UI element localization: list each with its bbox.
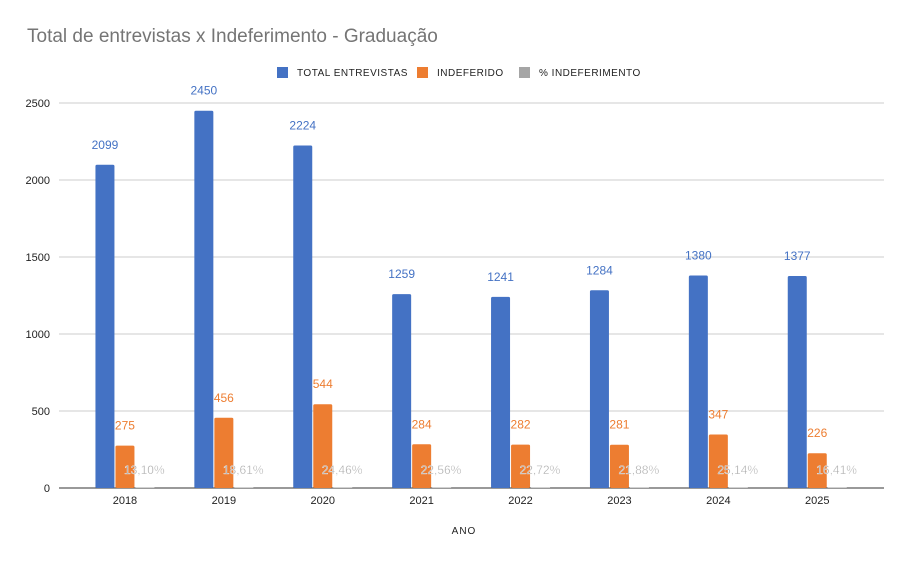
- bar-total: [787, 275, 807, 488]
- x-tick-label: 2021: [409, 495, 433, 507]
- data-label: 347: [708, 408, 728, 422]
- legend-swatch: [417, 67, 428, 78]
- data-label-percent: 25,14%: [717, 463, 758, 477]
- bar-indeferido: [115, 445, 135, 488]
- data-label: 282: [511, 418, 531, 432]
- bar-percent: [728, 487, 748, 488]
- bar-total: [95, 164, 115, 488]
- y-tick-label: 1500: [26, 252, 50, 264]
- data-label-percent: 24,46%: [322, 463, 363, 477]
- data-label: 284: [412, 417, 432, 431]
- legend-label: TOTAL ENTREVISTAS: [297, 68, 408, 79]
- data-label-percent: 22,72%: [520, 463, 561, 477]
- bar-total: [491, 296, 511, 488]
- x-axis-title: ANO: [452, 526, 477, 537]
- chart-title: Total de entrevistas x Indeferimento - G…: [27, 26, 438, 47]
- data-label: 1380: [685, 248, 712, 262]
- x-tick-label: 2022: [508, 495, 532, 507]
- data-label-percent: 22,56%: [421, 463, 462, 477]
- legend-swatch: [519, 67, 530, 78]
- data-label-percent: 21,88%: [618, 463, 659, 477]
- bar-indeferido: [807, 453, 827, 488]
- data-label: 2099: [92, 138, 119, 152]
- bar-percent: [629, 487, 649, 488]
- bar-total: [688, 275, 708, 488]
- bar-total: [293, 145, 313, 488]
- data-label: 281: [609, 418, 629, 432]
- bar-indeferido: [412, 444, 432, 488]
- data-label: 2224: [289, 119, 316, 133]
- bar-percent: [234, 487, 254, 488]
- data-label: 1284: [586, 263, 613, 277]
- data-label-percent: 16,41%: [816, 463, 857, 477]
- y-tick-label: 0: [44, 483, 50, 495]
- bar-total: [194, 110, 214, 488]
- data-label-percent: 13,10%: [124, 463, 165, 477]
- legend-label: INDEFERIDO: [437, 68, 504, 79]
- data-label: 1241: [487, 270, 514, 284]
- data-label: 1377: [784, 249, 811, 263]
- bar-indeferido: [609, 444, 629, 488]
- data-label: 275: [115, 419, 135, 433]
- bar-percent: [432, 487, 452, 488]
- bar-percent: [827, 487, 847, 488]
- bar-percent: [333, 487, 353, 488]
- x-tick-label: 2018: [113, 495, 137, 507]
- bar-indeferido: [708, 434, 728, 488]
- bar-indeferido: [313, 404, 333, 488]
- x-tick-label: 2019: [212, 495, 236, 507]
- data-label: 1259: [388, 267, 415, 281]
- y-tick-label: 500: [32, 406, 50, 418]
- y-tick-label: 2000: [26, 175, 50, 187]
- bar-total: [392, 294, 412, 488]
- y-tick-label: 1000: [26, 329, 50, 341]
- legend-swatch: [277, 67, 288, 78]
- data-label: 456: [214, 391, 234, 405]
- bar-total: [589, 290, 609, 488]
- x-tick-label: 2025: [805, 495, 829, 507]
- data-label-percent: 18,61%: [223, 463, 264, 477]
- legend-label: % INDEFERIMENTO: [539, 68, 641, 79]
- bar-indeferido: [214, 417, 234, 488]
- x-tick-label: 2020: [311, 495, 335, 507]
- bar-percent: [135, 487, 155, 488]
- y-tick-label: 2500: [26, 98, 50, 110]
- data-label: 226: [807, 426, 827, 440]
- bar-percent: [531, 487, 551, 488]
- x-tick-label: 2024: [706, 495, 730, 507]
- data-label: 2450: [190, 84, 217, 98]
- bar-indeferido: [511, 444, 531, 488]
- x-tick-label: 2023: [607, 495, 631, 507]
- data-label: 544: [313, 377, 333, 391]
